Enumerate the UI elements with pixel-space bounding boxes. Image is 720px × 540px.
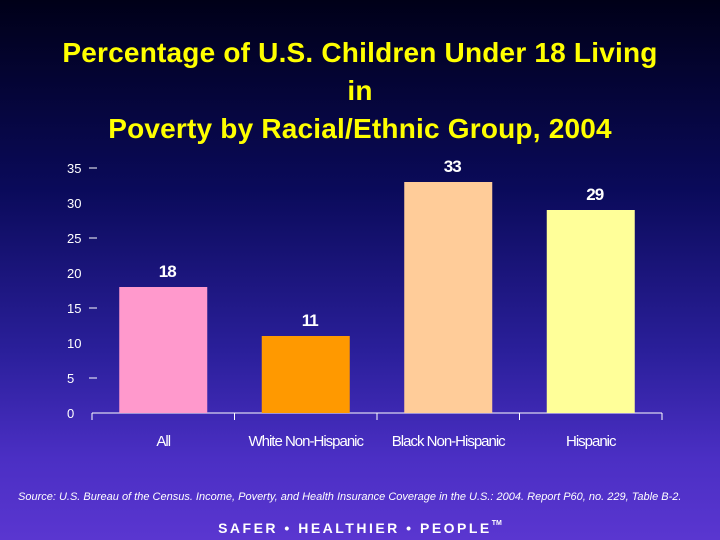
y-tick-label: 20 bbox=[67, 266, 81, 281]
category-label: All bbox=[156, 433, 170, 450]
bar bbox=[119, 287, 208, 413]
title-line-1: Percentage of U.S. Children Under 18 Liv… bbox=[62, 37, 658, 68]
chart-title: Percentage of U.S. Children Under 18 Liv… bbox=[0, 34, 720, 148]
bar bbox=[261, 336, 350, 413]
y-tick-label: 30 bbox=[67, 196, 81, 211]
data-label: 33 bbox=[444, 157, 461, 176]
bar bbox=[404, 182, 493, 413]
footer-text: SAFER • HEALTHIER • PEOPLE bbox=[218, 520, 492, 536]
category-label: Hispanic bbox=[566, 433, 617, 450]
footer-slogan: SAFER • HEALTHIER • PEOPLETM bbox=[0, 520, 720, 536]
title-line-2: in bbox=[347, 75, 373, 106]
y-tick-label: 10 bbox=[67, 336, 81, 351]
y-tick-label: 5 bbox=[67, 371, 74, 386]
y-tick-label: 15 bbox=[67, 301, 81, 316]
y-tick-label: 25 bbox=[67, 231, 81, 246]
data-label: 29 bbox=[586, 185, 603, 204]
source-note: Source: U.S. Bureau of the Census. Incom… bbox=[18, 491, 682, 503]
footer-trademark: TM bbox=[491, 520, 502, 527]
data-label: 18 bbox=[159, 262, 176, 281]
y-tick-label: 0 bbox=[67, 406, 74, 421]
bar-chart: 0 5 10 15 20 25 30 35 18 All 11 White Non-Hispanic 3… bbox=[67, 157, 635, 450]
category-label: Black Non-Hispanic bbox=[392, 433, 506, 450]
bar bbox=[546, 210, 635, 413]
data-label: 11 bbox=[302, 311, 319, 330]
category-label: White Non-Hispanic bbox=[248, 433, 364, 450]
y-tick-label: 35 bbox=[67, 161, 81, 176]
title-line-3: Poverty by Racial/Ethnic Group, 2004 bbox=[108, 113, 612, 144]
